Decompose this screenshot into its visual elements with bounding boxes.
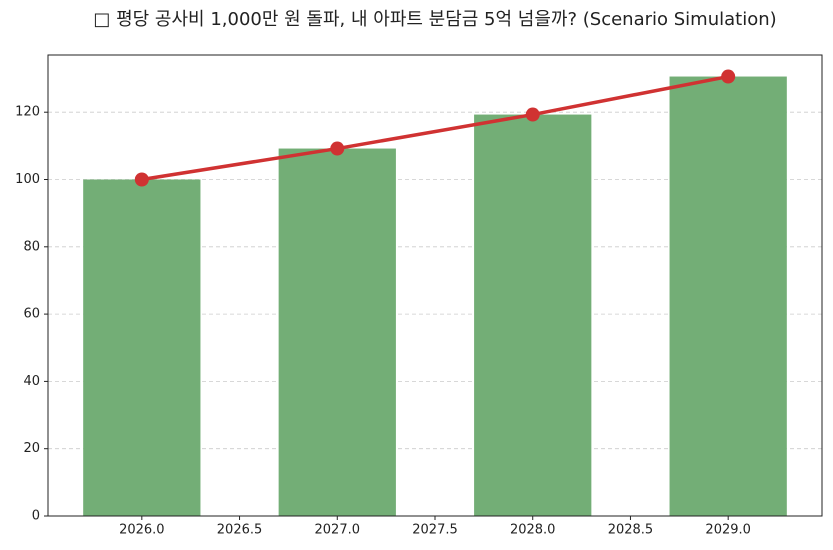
- bar: [278, 148, 396, 516]
- x-tick-label: 2027.0: [315, 523, 361, 538]
- bar: [474, 114, 592, 517]
- y-tick-label: 100: [15, 172, 40, 187]
- x-tick-label: 2028.0: [510, 523, 556, 538]
- x-tick-label: 2026.0: [119, 523, 165, 538]
- y-tick-label: 20: [23, 441, 40, 456]
- x-tick-label: 2027.5: [412, 523, 458, 538]
- plot-frame: [47, 54, 823, 517]
- marker: [525, 107, 540, 122]
- chart-title: □ 평당 공사비 1,000만 원 돌파, 내 아파트 분담금 5억 넘을까? …: [93, 9, 776, 30]
- marker: [721, 69, 736, 84]
- line: [141, 74, 729, 182]
- marker: [330, 141, 345, 156]
- y-tick-label: 80: [23, 239, 40, 254]
- y-tick-label: 0: [32, 509, 40, 524]
- y-tick-label: 40: [23, 374, 40, 389]
- marker: [134, 172, 149, 187]
- y-tick-label: 60: [23, 307, 40, 322]
- x-tick-label: 2026.5: [217, 523, 263, 538]
- bar: [669, 76, 787, 516]
- x-tick-label: 2028.5: [608, 523, 654, 538]
- bar: [83, 179, 201, 516]
- x-tick-label: 2029.0: [705, 523, 751, 538]
- y-tick-label: 120: [15, 105, 40, 120]
